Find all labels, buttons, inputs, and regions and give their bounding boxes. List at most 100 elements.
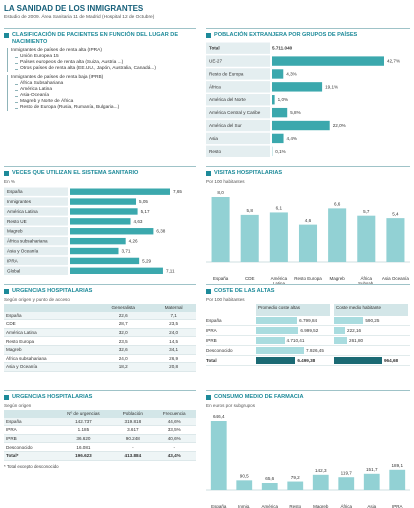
pharmacy-panel: CONSUMO MEDIO DE FARMACIA En euros por su… xyxy=(206,390,410,508)
header-row: Generalista Maternal xyxy=(4,303,196,312)
value-label: 3,71 xyxy=(121,248,130,253)
column-header: Nº de urgencias xyxy=(53,409,114,418)
value-label: 119,7 xyxy=(341,470,353,475)
table-cell: 24,0 xyxy=(151,328,196,338)
bullet xyxy=(4,170,9,176)
bar xyxy=(338,476,355,490)
label-band xyxy=(206,67,270,80)
bar xyxy=(70,217,131,225)
value-label: 4.710,41 xyxy=(286,337,305,343)
bar xyxy=(272,120,330,130)
value-label: 189,1 xyxy=(392,463,404,468)
table-cell: 34,1 xyxy=(151,345,196,355)
bar xyxy=(334,316,364,324)
value-label: 22,0% xyxy=(333,123,346,128)
bar xyxy=(256,326,299,334)
label-band xyxy=(4,216,68,226)
tree-item: Países europeos de renta alta (Suiza, Au… xyxy=(15,60,196,66)
section-title: VISITAS HOSPITALARIAS xyxy=(214,170,283,176)
value-label: 4,3% xyxy=(286,71,296,76)
value-label: 7.926,45 xyxy=(306,347,324,353)
bar xyxy=(389,469,406,490)
connector xyxy=(15,57,18,59)
table-row: Desconocido 16.081- - xyxy=(4,442,196,452)
value-label: 4,6 xyxy=(305,217,312,222)
row-label: Desconocido xyxy=(206,347,233,353)
table-cell: 43,4% xyxy=(152,451,196,461)
bullet xyxy=(206,288,211,294)
cost-row: Total 6.499,38 964,68 xyxy=(206,356,410,366)
category-label: África Subsah. xyxy=(340,503,352,508)
column-header: Población xyxy=(113,409,153,418)
section-header: COSTE DE LAS ALTAS xyxy=(206,288,410,295)
value-label: 4,4% xyxy=(287,135,297,140)
bar-cell: 6.799,84 xyxy=(256,316,330,324)
data-table: Generalista Maternal España 22,6 7,1 CDE 28,7 2… xyxy=(4,303,196,372)
item-label: Resto de Europa (Rusia, Rumanía, Bulgari… xyxy=(20,105,120,111)
bar xyxy=(236,479,253,490)
emergency-origin-panel: URGENCIAS HOSPITALARIAS Según origen Nº de… xyxy=(4,390,196,506)
label-band xyxy=(206,42,270,54)
population-panel: POBLACIÓN EXTRANJERA POR GRUPOS DE PAÍSE… xyxy=(206,28,410,160)
label-band xyxy=(206,119,270,131)
row-label: África subsahariana xyxy=(4,354,96,364)
label-band xyxy=(206,106,270,118)
table-cell: 413.884 xyxy=(113,451,153,461)
section-subtitle: Por 100 habitantes xyxy=(206,178,245,184)
column-header: Promedio coste altas xyxy=(256,303,330,316)
table-row: IPRB 36.620 90.248 40,6% xyxy=(4,434,196,444)
category-label: IPRA xyxy=(7,258,19,263)
category-label: Asia Oceanía xyxy=(367,503,377,508)
category-label: Resto Europa xyxy=(294,275,322,281)
cost-row: Desconocido 7.926,45 xyxy=(206,346,410,356)
category-label: Magreb xyxy=(313,503,329,508)
section-title: URGENCIAS HOSPITALARIAS xyxy=(12,288,93,294)
value-label: 8,0 xyxy=(217,190,224,195)
table-cell: 26,9 xyxy=(151,354,196,364)
bar xyxy=(269,212,288,262)
chart-area: 646,4 90,5 65,6 79,2 142,3 119,7 151,7 189,1 xyxy=(206,414,410,490)
section-title: VECES QUE UTILIZAN EL SISTEMA SANITARIO xyxy=(12,170,139,176)
total-value: 5.711.040 xyxy=(272,45,293,50)
bar xyxy=(272,68,284,79)
row-label: América Latina xyxy=(4,328,96,338)
category-label: África Subsah. xyxy=(358,275,375,286)
label-band xyxy=(206,93,270,106)
table-cell: 33,5% xyxy=(152,425,196,435)
page-title: LA SANIDAD DE LOS INMIGRANTES xyxy=(4,4,144,13)
chart-area: 8,0 5,8 6,1 4,6 6,6 5,7 5,4 xyxy=(206,190,410,262)
value-label: 7,65 xyxy=(173,189,182,194)
connector xyxy=(15,84,18,86)
bar xyxy=(312,474,329,490)
category-label: España xyxy=(7,189,23,194)
data-table: Nº de urgencias Población Frecuencia España… xyxy=(4,409,196,461)
bar xyxy=(272,133,284,143)
column-header: Frecuencia xyxy=(152,409,196,418)
corner-cell xyxy=(4,409,54,418)
table-cell: 7,1 xyxy=(151,311,196,321)
item-label: Unión Europea 15 xyxy=(20,54,59,60)
bar xyxy=(334,356,382,364)
value-label: 4,63 xyxy=(134,218,143,223)
row-label: Magreb xyxy=(4,345,96,355)
row-label: Asia y Oceanía xyxy=(4,362,96,372)
category-label: América del Norte xyxy=(209,97,246,102)
category-label: Magreb xyxy=(329,275,345,281)
table-cell: 20,8 xyxy=(151,362,196,372)
table-cell: 36.620 xyxy=(53,434,114,444)
cost-row: España 6.799,84 590,25 xyxy=(206,316,410,326)
bar-cell: 590,25 xyxy=(334,316,408,324)
table-cell: 23,5 xyxy=(151,319,196,329)
table-row: Resto Europa 23,5 14,5 xyxy=(4,336,196,346)
category-label: América Latina xyxy=(270,275,288,286)
bar xyxy=(261,482,278,490)
table-row: IPRA 1.185 3.617 33,5% xyxy=(4,425,196,435)
tree-item: América Latina xyxy=(15,87,196,93)
bar-cell xyxy=(334,347,408,354)
value-label: 964,68 xyxy=(384,357,399,363)
item-label: África Subsahariana xyxy=(20,81,64,87)
table-cell: 18,2 xyxy=(95,362,152,372)
label-band xyxy=(206,54,270,67)
category-label: España xyxy=(211,503,227,508)
